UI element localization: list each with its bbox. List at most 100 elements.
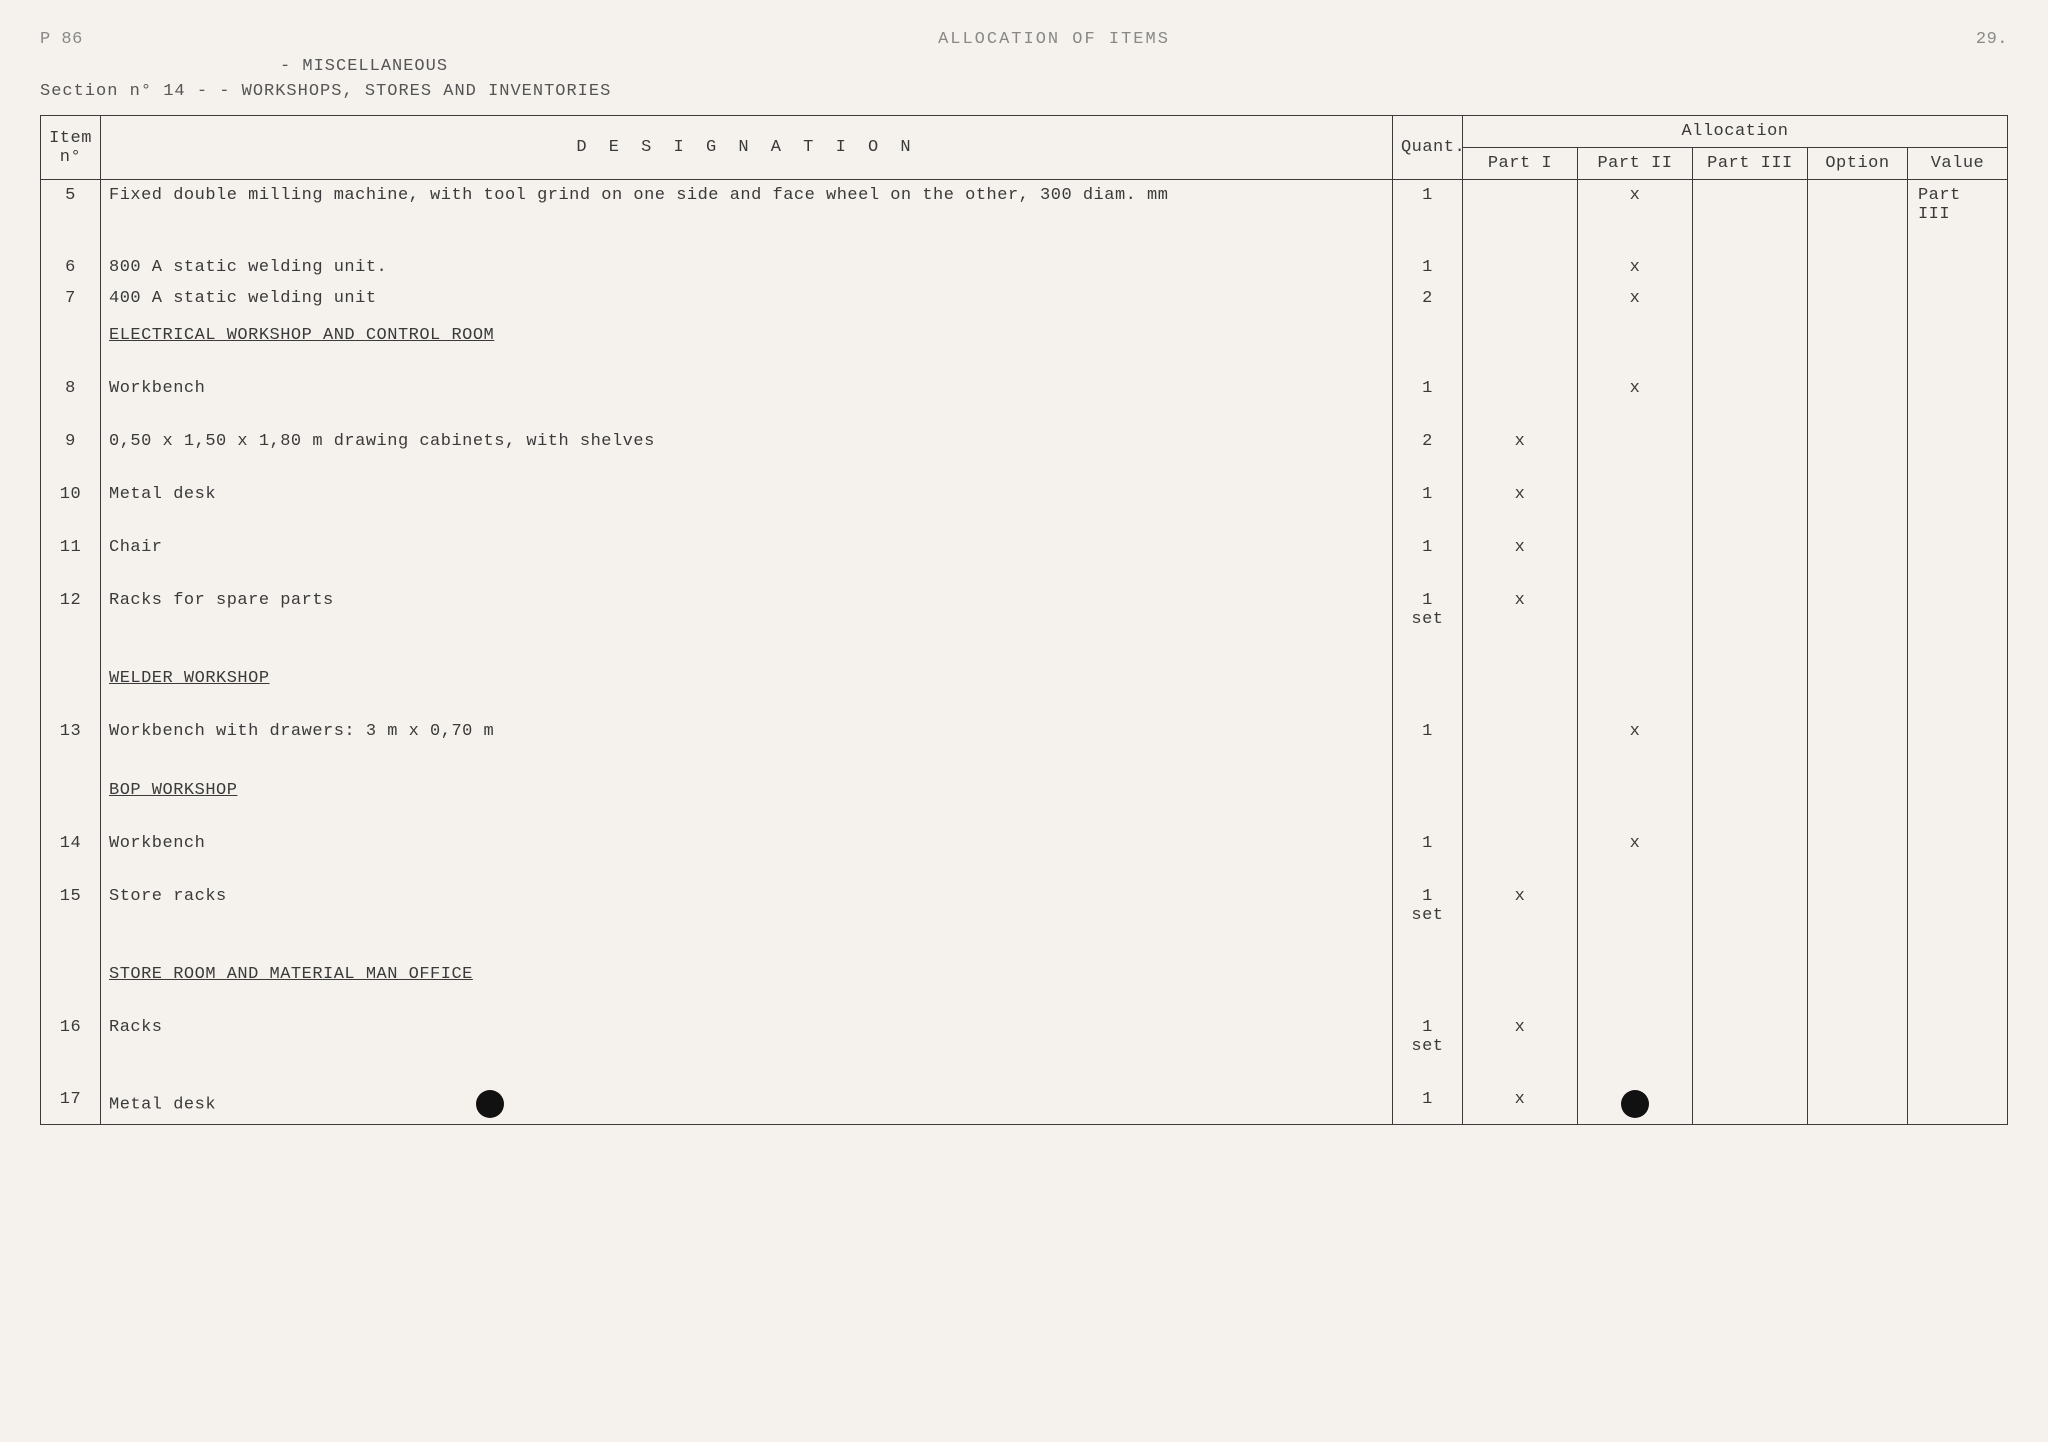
gap-cell [1462,404,1577,426]
gap-cell [1392,635,1462,657]
gap-cell [1692,510,1807,532]
designation: Fixed double milling machine, with tool … [101,180,1393,231]
gap-cell [1577,990,1692,1012]
gap-cell [1392,351,1462,373]
gap-cell [1392,457,1462,479]
gap-cell [1692,457,1807,479]
alloc-part2 [1577,426,1692,457]
alloc-part1: x [1462,426,1577,457]
empty-cell [1807,769,1907,806]
quant: 2 [1392,283,1462,314]
alloc-part1 [1462,252,1577,283]
gap-cell [1577,457,1692,479]
gap-cell [1392,1062,1462,1084]
alloc-part1: x [1462,532,1577,563]
th-value: Value [1907,148,2007,180]
gap-cell [1462,859,1577,881]
table-row [41,457,2008,479]
gap-cell [101,404,1393,426]
empty-cell [1692,953,1807,990]
designation: Workbench [101,828,1393,859]
gap-cell [1392,404,1462,426]
quant: 1 set [1392,585,1462,635]
item-no: 13 [41,716,101,747]
gap-cell [101,806,1393,828]
empty-cell [1907,314,2007,351]
alloc-part2 [1577,585,1692,635]
gap-cell [1577,694,1692,716]
alloc-part3 [1692,180,1807,231]
gap-cell [1692,806,1807,828]
gap-cell [1462,694,1577,716]
gap-cell [1392,859,1462,881]
alloc-part3 [1692,585,1807,635]
gap-cell [1462,563,1577,585]
alloc-part1: x [1462,881,1577,931]
empty-cell [1462,769,1577,806]
alloc-part1: x [1462,585,1577,635]
empty-cell [1577,953,1692,990]
empty-cell [1462,953,1577,990]
item-no: 8 [41,373,101,404]
table-row [41,563,2008,585]
table-row: 14Workbench1x [41,828,2008,859]
punch-hole-icon [476,1090,504,1118]
alloc-part2 [1577,479,1692,510]
item-no: 7 [41,283,101,314]
designation: Racks [101,1012,1393,1062]
gap-cell [1692,230,1807,252]
quant: 1 set [1392,881,1462,931]
empty-cell [1692,657,1807,694]
designation: 400 A static welding unit [101,283,1393,314]
gap-cell [1807,351,1907,373]
gap-cell [41,457,101,479]
gap-cell [1807,404,1907,426]
gap-cell [1577,230,1692,252]
gap-cell [41,1062,101,1084]
section-title-cell: ELECTRICAL WORKSHOP AND CONTROL ROOM [101,314,1393,351]
alloc-part3 [1692,881,1807,931]
item-no: 16 [41,1012,101,1062]
gap-cell [1807,747,1907,769]
gap-cell [41,563,101,585]
punch-hole-icon [1621,1090,1649,1118]
table-row: 13Workbench with drawers: 3 m x 0,70 m1x [41,716,2008,747]
th-allocation: Allocation [1462,116,2007,148]
alloc-option [1807,881,1907,931]
designation: Metal desk [101,479,1393,510]
section-title: BOP WORKSHOP [109,781,237,800]
gap-cell [1392,990,1462,1012]
gap-cell [101,747,1393,769]
quant: 1 [1392,1084,1462,1125]
th-designation: D E S I G N A T I O N [101,116,1393,180]
alloc-part2 [1577,881,1692,931]
alloc-part2: x [1577,283,1692,314]
table-row: 12Racks for spare parts1 setx [41,585,2008,635]
empty-cell [1807,314,1907,351]
gap-cell [1392,563,1462,585]
gap-cell [1907,806,2007,828]
table-row [41,1062,2008,1084]
gap-cell [41,859,101,881]
gap-cell [1807,635,1907,657]
gap-cell [1462,351,1577,373]
gap-cell [1692,931,1807,953]
gap-cell [1907,563,2007,585]
gap-cell [1692,694,1807,716]
table-row: 11Chair1x [41,532,2008,563]
alloc-part3 [1692,373,1807,404]
alloc-value [1907,828,2007,859]
gap-cell [1462,747,1577,769]
table-row: 17Metal desk1x [41,1084,2008,1125]
empty-cell [1692,769,1807,806]
table-row [41,510,2008,532]
alloc-part3 [1692,252,1807,283]
table-row: 10Metal desk1x [41,479,2008,510]
table-row [41,635,2008,657]
designation: Chair [101,532,1393,563]
gap-cell [101,990,1393,1012]
item-no: 12 [41,585,101,635]
gap-cell [1692,351,1807,373]
alloc-part1: x [1462,1084,1577,1125]
section-line: Section n° 14 - - WORKSHOPS, STORES AND … [40,82,2008,101]
